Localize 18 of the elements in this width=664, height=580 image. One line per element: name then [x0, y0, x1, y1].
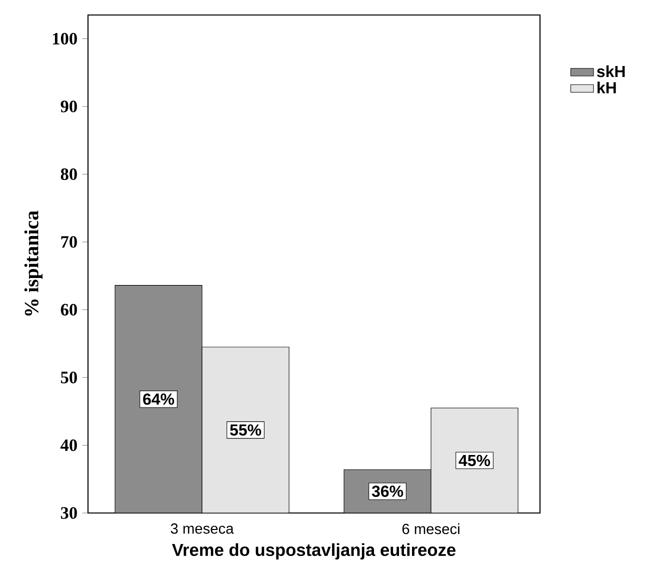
legend-label: skH	[597, 65, 625, 78]
y-tick-label: 40	[60, 439, 77, 452]
data-label: 45%	[458, 454, 490, 466]
y-tick-label: 60	[60, 304, 77, 316]
y-axis-title: % ispitanica	[24, 210, 42, 316]
y-tick-label: 50	[60, 372, 77, 384]
y-tick-label: 70	[61, 236, 77, 248]
x-axis-title: Vreme do uspostavljanja eutireoze	[172, 543, 456, 560]
legend-label: kH	[598, 82, 616, 94]
data-label: 36%	[372, 486, 404, 497]
y-tick-label: 90	[60, 100, 77, 112]
x-tick-label: 3 meseca	[170, 523, 234, 534]
y-tick-label: 30	[60, 507, 77, 519]
x-tick-label: 6 meseci	[402, 523, 460, 534]
data-label: 64%	[143, 394, 174, 405]
y-tick-label: 100	[52, 32, 77, 45]
y-tick-label: 80	[60, 168, 77, 180]
data-label: 55%	[230, 424, 262, 436]
